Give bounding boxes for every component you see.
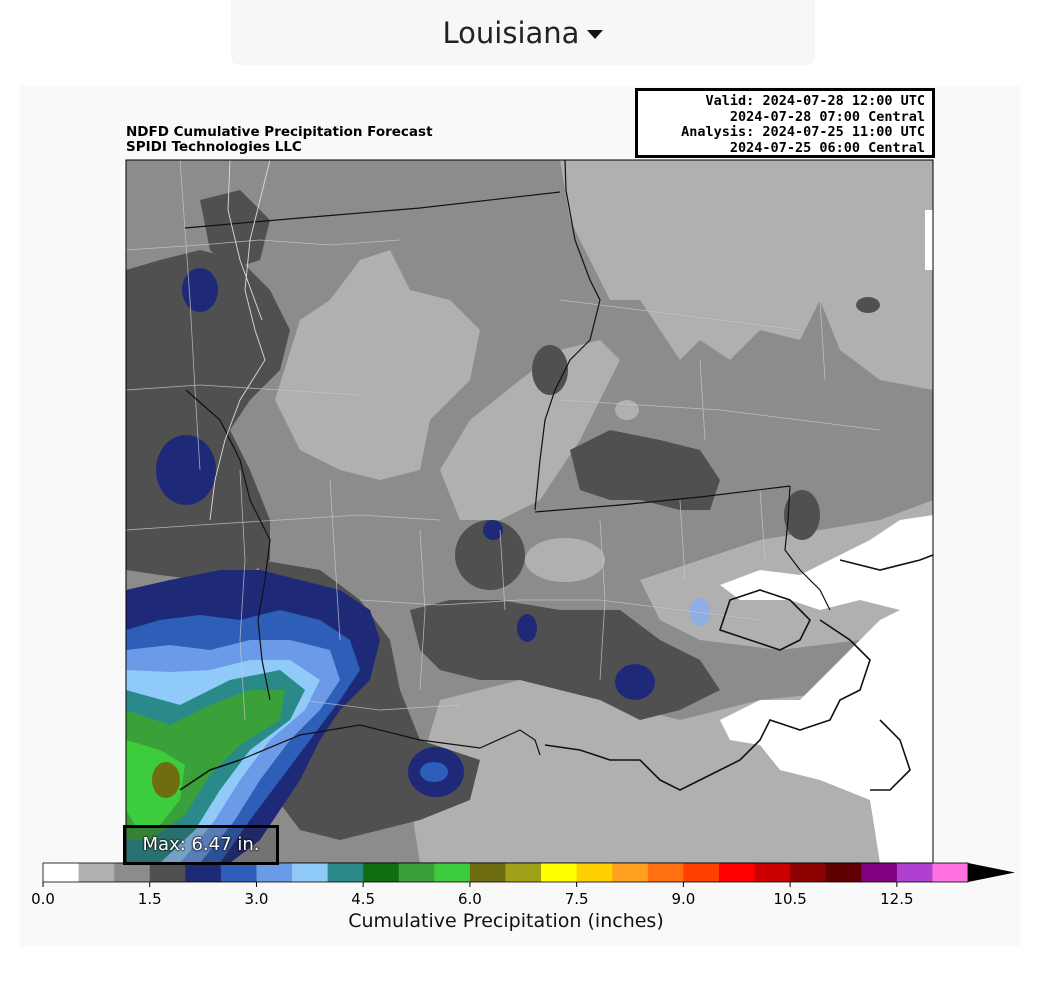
figure-title: NDFD Cumulative Precipitation Forecast S…: [126, 125, 433, 155]
colorbar-bin: [932, 863, 969, 882]
valid-line-2: 2024-07-28 07:00 Central: [729, 108, 925, 125]
colorbar-bin: [505, 863, 542, 882]
colorbar-bin: [220, 863, 257, 882]
colorbar-bin: [790, 863, 827, 882]
blue-blob-south: [420, 762, 448, 782]
colorbar-bin: [363, 863, 400, 882]
colorbar-bin: [576, 863, 613, 882]
colorbar-outline: [42, 862, 969, 883]
colorbar-tick-label: 7.5: [565, 890, 589, 908]
colorbar-bin: [541, 863, 578, 882]
region-dropdown-label: Louisiana: [442, 15, 580, 50]
colorbar: [42, 862, 1015, 883]
light-region-central: [275, 250, 480, 480]
colorbar-bin: [327, 863, 364, 882]
colorbar-bin: [398, 863, 435, 882]
colorbar-bin: [185, 863, 222, 882]
state-boundaries: [184, 160, 831, 761]
colorbar-tick-label: 4.5: [351, 890, 375, 908]
dark-blob-ne: [532, 345, 568, 395]
light-blob-center: [525, 538, 605, 582]
colorbar-bin: [861, 863, 898, 882]
navy-blob-center: [615, 664, 655, 700]
light-region-northeast: [560, 160, 933, 390]
light-blob-east: [615, 400, 639, 420]
coastline: [179, 554, 933, 791]
colorbar-bin: [718, 863, 756, 882]
colorbar-tick-label: 3.0: [245, 890, 269, 908]
white-region-coast: [720, 515, 933, 863]
rivers: [209, 160, 271, 521]
chevron-down-icon: [587, 30, 604, 39]
navy-blob-center2: [517, 614, 537, 642]
colorbar-bin: [43, 863, 80, 882]
colorbar-tick-label: 10.5: [773, 890, 806, 908]
region-dropdown[interactable]: Louisiana: [231, 0, 815, 65]
valid-line-1: Valid: 2024-07-28 12:00 UTC: [705, 93, 925, 109]
light-region-center-ne: [440, 340, 620, 520]
colorbar-bin: [469, 863, 506, 882]
colorbar-tick-label: 0.0: [31, 890, 55, 908]
colorbar-bin: [896, 863, 933, 882]
colorbar-bin: [78, 863, 115, 882]
colorbar-tick-label: 9.0: [671, 890, 695, 908]
white-strip-east: [925, 210, 933, 270]
navy-blob-north: [182, 268, 218, 312]
colorbar-extend-arrow: [968, 863, 1015, 882]
colorbar-tick-label: 12.5: [880, 890, 913, 908]
colorbar-ticks: 0.0 1.5 3.0 4.5 6.0 7.5 9.0 10.5 12.5: [31, 882, 914, 908]
colorbar-bin: [825, 863, 862, 882]
colorbar-tick-label: 6.0: [458, 890, 482, 908]
colorbar-bin: [612, 863, 649, 882]
valid-line-3: Analysis: 2024-07-25 11:00 UTC: [681, 124, 925, 140]
colorbar-bin: [647, 863, 684, 882]
max-precip-label: Max: 6.47 in.: [123, 825, 279, 865]
valid-time-box: Valid: 2024-07-28 12:00 UTC 2024-07-28 0…: [635, 88, 935, 158]
lightblue-blob-east: [690, 598, 710, 626]
navy-blob-northwest: [156, 435, 216, 505]
colorbar-tick-label: 1.5: [138, 890, 162, 908]
navy-blob-center3: [483, 520, 503, 540]
colorbar-bin: [754, 863, 791, 882]
dark-blob-east: [784, 490, 820, 540]
colorbar-bin: [149, 863, 186, 882]
valid-line-4: 2024-07-25 06:00 Central: [729, 139, 925, 156]
county-lines: [126, 160, 881, 721]
title-line-2: SPIDI Technologies LLC: [126, 139, 302, 155]
dark-blob-center: [455, 520, 525, 590]
dark-blob-far-east: [856, 297, 880, 313]
colorbar-bin: [683, 863, 720, 882]
colorbar-bin: [292, 863, 329, 882]
dark-region-northwest: [200, 190, 270, 270]
colorbar-bin: [114, 863, 151, 882]
dark-region-east: [570, 430, 720, 510]
colorbar-bin: [434, 863, 471, 882]
max-precip-blob: [152, 762, 180, 798]
colorbar-bin: [256, 863, 293, 882]
title-line-1: NDFD Cumulative Precipitation Forecast: [126, 124, 433, 140]
colorbar-label: Cumulative Precipitation (inches): [348, 910, 664, 932]
